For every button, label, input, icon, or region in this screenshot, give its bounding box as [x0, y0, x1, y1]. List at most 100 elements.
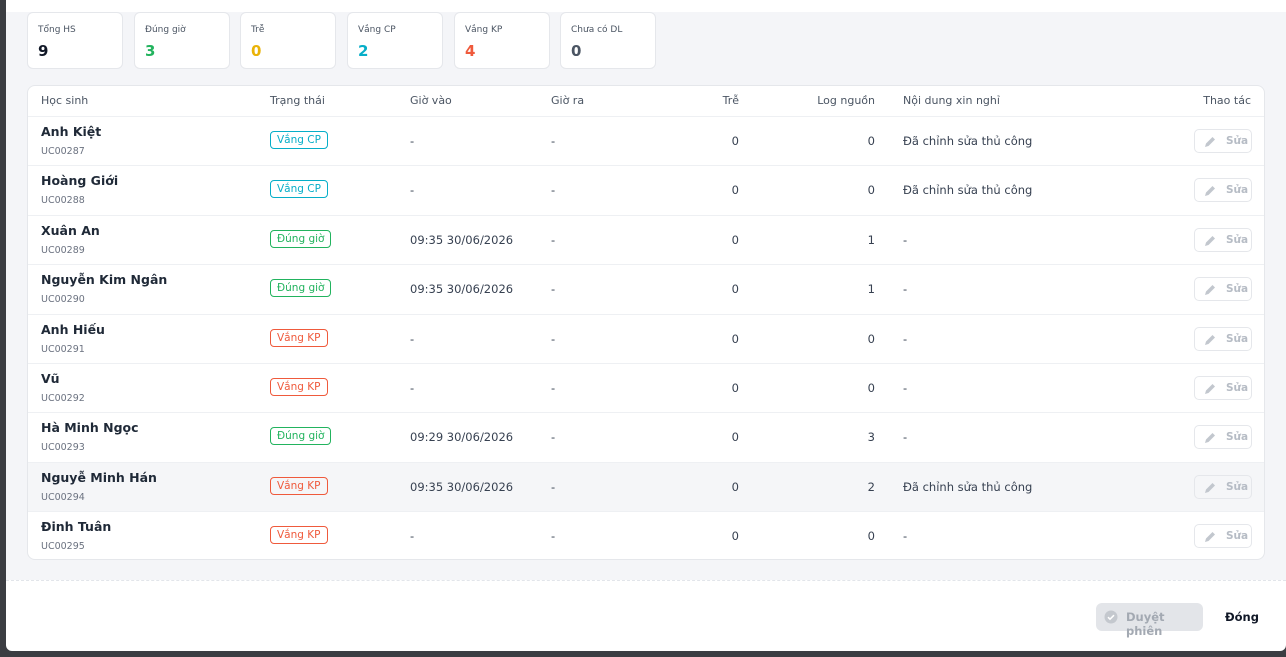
student-code: UC00293	[41, 442, 85, 454]
approve-button[interactable]: Duyệt phiên	[1096, 603, 1203, 638]
cell-note: Đã chỉnh sửa thủ công	[903, 183, 1033, 198]
stat-card: Trễ 0	[240, 12, 336, 69]
edit-button[interactable]: Sửa	[1194, 425, 1252, 450]
cell-out: -	[551, 183, 556, 198]
cell-note: -	[903, 430, 908, 445]
edit-label: Sửa	[1226, 530, 1249, 543]
approve-label: Duyệt phiên	[1126, 610, 1165, 638]
cell-out: -	[551, 381, 556, 395]
edit-button[interactable]: Sửa	[1194, 524, 1252, 549]
close-button[interactable]: Đóng	[1225, 610, 1259, 624]
column-header: Log nguồn	[817, 94, 875, 107]
column-header: Giờ ra	[551, 94, 585, 107]
status-badge: Đúng giờ	[270, 229, 332, 248]
cell-out: -	[551, 232, 556, 247]
student-name: Vũ	[41, 371, 60, 386]
stat-value: 0	[571, 42, 582, 60]
cell-out: -	[551, 282, 556, 297]
cell-in: -	[410, 529, 415, 544]
stat-label: Vắng KP	[465, 25, 503, 35]
status-badge: Vắng KP	[270, 378, 328, 396]
edit-button[interactable]: Sửa	[1194, 129, 1252, 153]
check-icon	[1104, 610, 1118, 624]
cell-note: -	[903, 232, 908, 247]
stat-card: Vắng KP 4	[454, 12, 550, 69]
column-header: Nội dung xin nghỉ	[903, 94, 1000, 107]
column-header: Giờ vào	[410, 94, 452, 107]
status-badge: Vắng CP	[270, 180, 328, 199]
edit-label: Sửa	[1226, 233, 1249, 246]
content-area: Tổng HS 9 Đúng giờ 3 Trễ 0 Vắng CP 2 Vắng KP 4 Chư…	[6, 12, 1286, 580]
edit-button[interactable]: Sửa	[1194, 376, 1252, 400]
pencil-icon	[1205, 334, 1215, 345]
cell-note: -	[903, 331, 908, 346]
cell-in: 09:35 30/06/2026	[410, 232, 514, 247]
student-name: Xuân An	[41, 222, 100, 238]
edit-label: Sửa	[1226, 283, 1249, 296]
edit-button[interactable]: Sửa	[1194, 277, 1252, 302]
cell-out: -	[551, 134, 556, 148]
status-badge: Vắng CP	[270, 131, 328, 149]
cell-log: 0	[867, 183, 875, 198]
pencil-icon	[1205, 532, 1215, 543]
cell-in: -	[410, 134, 415, 148]
student-code: UC00295	[41, 541, 85, 553]
student-name: Nguyễn Kim Ngân	[41, 272, 168, 288]
edit-label: Sửa	[1226, 332, 1249, 345]
status-badge: Vắng KP	[270, 526, 328, 545]
stat-value: 3	[145, 42, 156, 60]
edit-button[interactable]: Sửa	[1194, 178, 1252, 203]
student-name: Anh Hiếu	[41, 321, 105, 337]
stat-card: Chưa có DL 0	[560, 12, 656, 69]
cell-late: 0	[731, 479, 739, 494]
cell-late: 0	[731, 529, 739, 544]
pencil-icon	[1205, 482, 1215, 493]
cell-log: 3	[867, 430, 875, 445]
edit-button[interactable]: Sửa	[1194, 326, 1252, 351]
cell-late: 0	[731, 331, 739, 346]
stat-label: Chưa có DL	[571, 25, 623, 35]
column-header: Thao tác	[1203, 94, 1251, 107]
student-name: Hoàng Giới	[41, 173, 119, 189]
edit-label: Sửa	[1226, 184, 1249, 197]
stat-value: 2	[358, 42, 369, 60]
cell-note: -	[903, 381, 908, 395]
student-code: UC00287	[41, 146, 85, 157]
stat-card: Tổng HS 9	[27, 12, 123, 69]
edit-button[interactable]: Sửa	[1194, 227, 1252, 252]
table-row: Hà Minh Ngọc UC00293 Đúng giờ 09:29 30/06/2…	[28, 412, 1264, 461]
cell-late: 0	[731, 381, 739, 395]
modal: Tổng HS 9 Đúng giờ 3 Trễ 0 Vắng CP 2 Vắng KP 4 Chư…	[6, 0, 1286, 651]
column-header: Học sinh	[41, 94, 89, 107]
pencil-icon	[1205, 285, 1215, 296]
table-row: Nguyễn Kim Ngân UC00290 Đúng giờ 09:35 30/0…	[28, 264, 1264, 313]
student-name: Nguyễ Minh Hán	[41, 469, 157, 485]
cell-in: -	[410, 183, 415, 198]
cell-note: Đã chỉnh sửa thủ công	[903, 134, 1033, 148]
stat-value: 9	[38, 42, 49, 60]
cell-out: -	[551, 430, 556, 445]
table-row: Đinh Tuân UC00295 Vắng KP - - 0 0 - Sửa	[28, 511, 1264, 559]
student-name: Hà Minh Ngọc	[41, 420, 139, 436]
student-name: Đinh Tuân	[41, 519, 112, 535]
cell-log: 0	[867, 331, 875, 346]
status-badge: Đúng giờ	[270, 427, 332, 446]
edit-button[interactable]: Sửa	[1194, 474, 1252, 499]
separator	[6, 580, 1286, 581]
table-row: Anh Hiếu UC00291 Vắng KP - - 0 0 - Sửa	[28, 313, 1264, 363]
cell-out: -	[551, 529, 556, 544]
cell-log: 1	[867, 232, 875, 247]
stat-card: Vắng CP 2	[347, 12, 443, 69]
student-code: UC00289	[41, 244, 85, 256]
edit-label: Sửa	[1226, 382, 1249, 394]
stat-label: Vắng CP	[358, 25, 396, 35]
cell-in: -	[410, 331, 415, 346]
cell-late: 0	[731, 232, 739, 247]
table-row: Vũ UC00292 Vắng KP - - 0 0 - Sửa	[28, 363, 1264, 412]
pencil-icon	[1205, 186, 1215, 197]
edit-label: Sửa	[1226, 135, 1249, 147]
cell-late: 0	[731, 430, 739, 445]
stat-card: Đúng giờ 3	[134, 12, 230, 69]
cell-late: 0	[731, 183, 739, 198]
